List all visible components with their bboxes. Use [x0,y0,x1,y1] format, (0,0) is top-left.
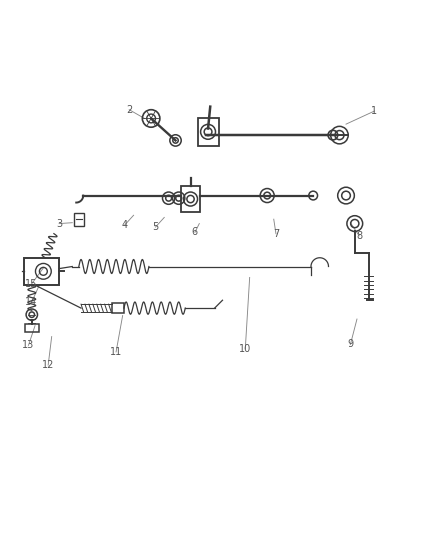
Text: 3: 3 [56,219,62,229]
Text: 14: 14 [25,297,38,308]
Text: 7: 7 [273,229,279,239]
Text: 12: 12 [42,360,54,370]
Text: 11: 11 [110,347,122,357]
Text: 6: 6 [192,228,198,237]
Text: 5: 5 [152,222,159,232]
Text: 13: 13 [22,341,35,350]
Text: 15: 15 [25,279,38,289]
Text: 2: 2 [126,104,132,115]
Text: 8: 8 [356,231,362,241]
Text: 10: 10 [239,344,251,354]
Text: 9: 9 [347,340,353,350]
Text: 1: 1 [371,106,378,116]
Text: 4: 4 [122,220,128,230]
